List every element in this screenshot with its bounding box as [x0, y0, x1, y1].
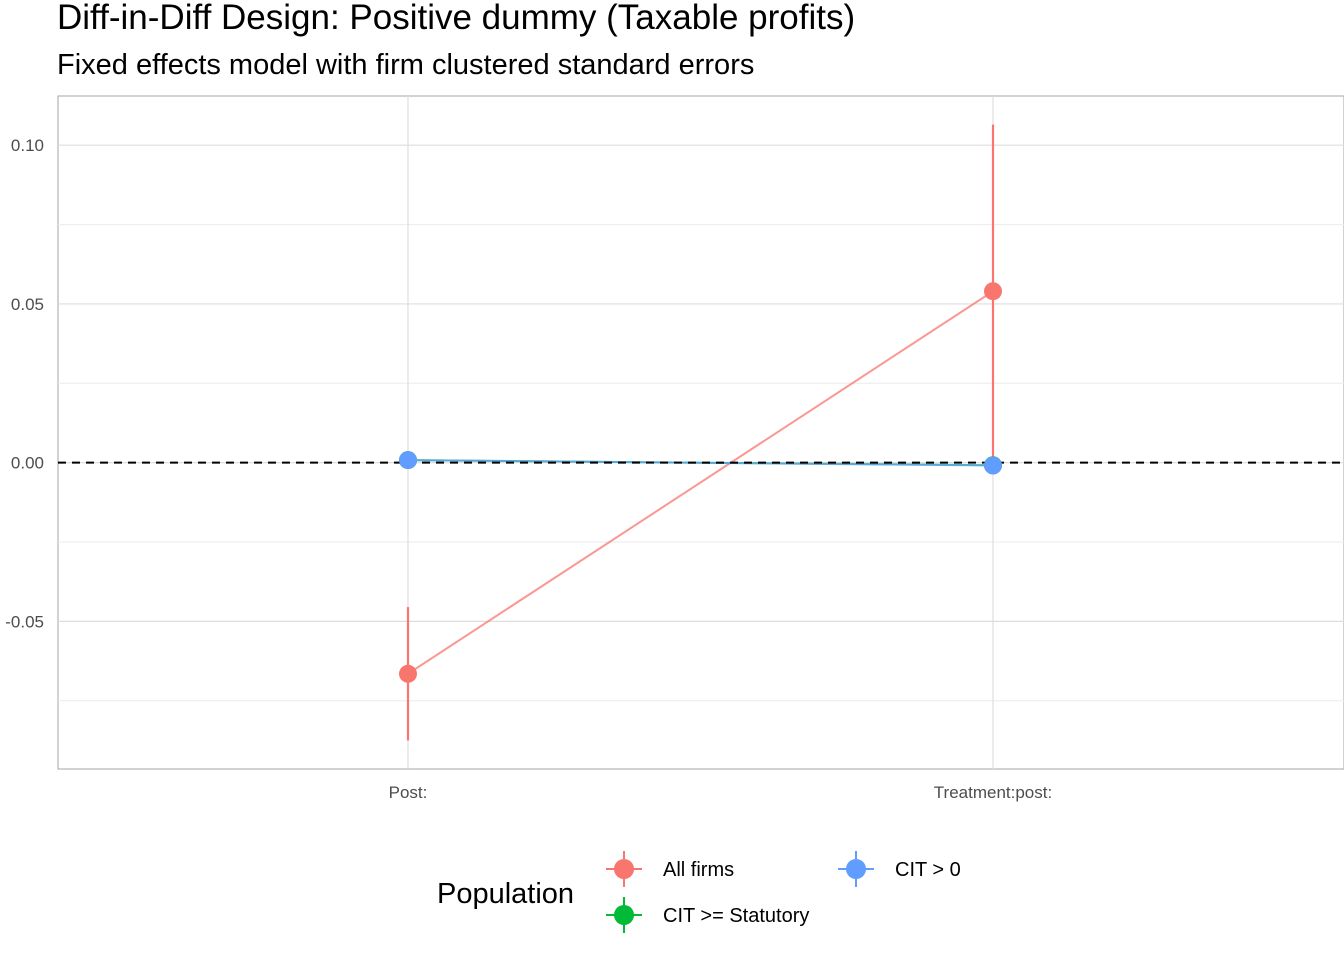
- x-axis-ticks: Post: Treatment:post:: [389, 783, 1053, 802]
- data-point: [984, 456, 1002, 475]
- x-tick-label: Post:: [389, 783, 428, 802]
- data-points: [399, 124, 1002, 741]
- data-point: [399, 664, 417, 683]
- legend-title: Population: [437, 878, 574, 910]
- plot-panel: [57, 95, 1344, 770]
- series-lines: [407, 290, 994, 675]
- legend: Population All firms CIT >= Statutory CIT …: [437, 851, 961, 933]
- gridlines: [58, 96, 1344, 769]
- series-line: [407, 290, 994, 675]
- chart-subtitle: Fixed effects model with firm clustered …: [57, 49, 754, 81]
- legend-key-point: [614, 859, 634, 879]
- chart-title: Diff-in-Diff Design: Positive dummy (Tax…: [57, 0, 855, 37]
- legend-key-point: [846, 859, 866, 879]
- y-tick-label: 0.10: [11, 136, 44, 155]
- data-point: [984, 282, 1002, 301]
- y-tick-label: -0.05: [5, 612, 44, 631]
- legend-label: CIT > 0: [895, 859, 961, 881]
- legend-label: All firms: [663, 859, 734, 881]
- x-tick-label: Treatment:post:: [934, 783, 1052, 802]
- y-tick-label: 0.05: [11, 295, 44, 314]
- series-line: [407, 459, 994, 467]
- y-tick-label: 0.00: [11, 454, 44, 473]
- legend-label: CIT >= Statutory: [663, 905, 809, 927]
- data-point: [399, 451, 417, 470]
- legend-key-point: [614, 905, 634, 925]
- y-axis-ticks: 0.10 0.05 0.00 -0.05: [5, 136, 44, 631]
